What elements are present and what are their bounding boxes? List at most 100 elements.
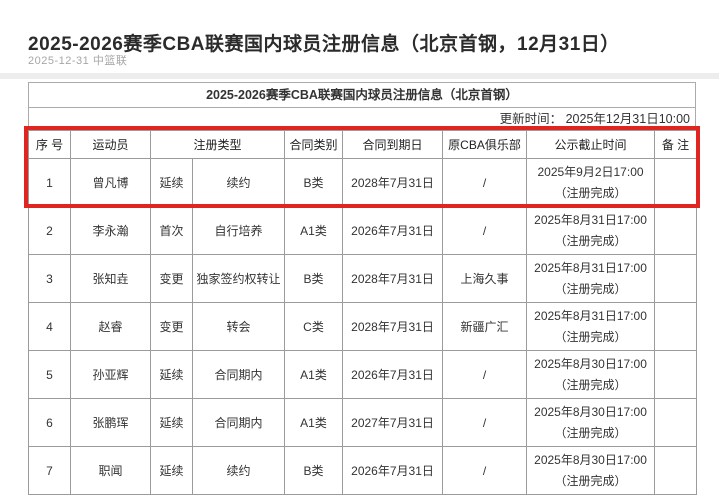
cell-player: 曾凡博: [70, 158, 151, 207]
cell-remark: [654, 206, 698, 255]
header-contract-end: 合同到期日: [342, 130, 444, 159]
cell-no: 6: [28, 398, 71, 447]
cell-reg-type: 自行培养: [191, 206, 286, 255]
cell-no: 5: [28, 350, 71, 399]
publicity-date: 2025年8月30日17:00: [534, 452, 647, 467]
cell-player: 李永瀚: [70, 206, 151, 255]
cell-former-club: /: [442, 350, 528, 399]
cell-contract-end: 2026年7月31日: [342, 206, 444, 255]
cell-reg-mode: 延续: [150, 158, 193, 207]
cell-contract-class: B类: [284, 446, 344, 495]
publicity-date: 2025年8月30日17:00: [534, 356, 647, 371]
article-meta: 2025-12-31 中篮联: [28, 55, 128, 67]
cell-contract-end: 2028年7月31日: [342, 254, 444, 303]
cell-contract-class: A1类: [284, 350, 344, 399]
cell-remark: [654, 398, 698, 447]
publicity-status: （注册完成）: [554, 329, 627, 344]
cell-publicity: 2025年8月30日17:00 （注册完成）: [526, 398, 656, 447]
players-table: 序 号 运动员 注册类型 合同类别 合同到期日 原CBA俱乐部 公示截止时间 备…: [28, 130, 698, 495]
table-row: 3 张知垚 变更 独家签约权转让 B类 2028年7月31日 上海久事 2025…: [28, 254, 698, 303]
cell-reg-mode: 延续: [150, 398, 193, 447]
cell-remark: [654, 158, 698, 207]
cell-no: 4: [28, 302, 71, 351]
publicity-status: （注册完成）: [554, 473, 627, 488]
cell-contract-class: A1类: [284, 206, 344, 255]
cell-remark: [654, 254, 698, 303]
cell-contract-class: B类: [284, 254, 344, 303]
table-row: 4 赵睿 变更 转会 C类 2028年7月31日 新疆广汇 2025年8月31日…: [28, 302, 698, 351]
header-contract-class: 合同类别: [284, 130, 344, 159]
page-title: 2025-2026赛季CBA联赛国内球员注册信息（北京首钢，12月31日）: [28, 33, 620, 55]
cell-no: 7: [28, 446, 71, 495]
cell-no: 2: [28, 206, 71, 255]
publicity-status: （注册完成）: [554, 377, 627, 392]
cell-publicity: 2025年8月31日17:00 （注册完成）: [526, 254, 656, 303]
cell-remark: [654, 302, 698, 351]
header-player: 运动员: [70, 130, 151, 159]
header-remark: 备 注: [654, 130, 698, 159]
cell-publicity: 2025年8月30日17:00 （注册完成）: [526, 350, 656, 399]
header-former-club: 原CBA俱乐部: [442, 130, 528, 159]
cell-reg-mode: 变更: [150, 254, 193, 303]
table-row: 2 李永瀚 首次 自行培养 A1类 2026年7月31日 / 2025年8月31…: [28, 206, 698, 255]
cell-reg-mode: 延续: [150, 446, 193, 495]
cell-player: 孙亚辉: [70, 350, 151, 399]
cell-former-club: /: [442, 206, 528, 255]
cell-former-club: 上海久事: [442, 254, 528, 303]
cell-player: 张鹏珲: [70, 398, 151, 447]
cell-former-club: 新疆广汇: [442, 302, 528, 351]
cell-no: 1: [28, 158, 71, 207]
cell-reg-type: 续约: [191, 446, 286, 495]
publicity-status: （注册完成）: [554, 425, 627, 440]
cell-player: 张知垚: [70, 254, 151, 303]
cell-contract-end: 2028年7月31日: [342, 158, 444, 207]
cell-contract-end: 2026年7月31日: [342, 350, 444, 399]
publicity-status: （注册完成）: [554, 185, 627, 200]
header-no: 序 号: [28, 130, 71, 159]
cell-reg-type: 续约: [191, 158, 286, 207]
publicity-date: 2025年8月31日17:00: [534, 212, 647, 227]
cell-publicity: 2025年9月2日17:00 （注册完成）: [526, 158, 656, 207]
table-header-row: 序 号 运动员 注册类型 合同类别 合同到期日 原CBA俱乐部 公示截止时间 备…: [28, 130, 698, 159]
cell-player: 赵睿: [70, 302, 151, 351]
cell-remark: [654, 446, 698, 495]
publicity-status: （注册完成）: [554, 281, 627, 296]
header-publicity-deadline: 公示截止时间: [526, 130, 656, 159]
table-row: 6 张鹏珲 延续 合同期内 A1类 2027年7月31日 / 2025年8月30…: [28, 398, 698, 447]
cell-publicity: 2025年8月31日17:00 （注册完成）: [526, 206, 656, 255]
cell-reg-mode: 首次: [150, 206, 193, 255]
registration-table: 2025-2026赛季CBA联赛国内球员注册信息（北京首钢） 更新时间： 202…: [24, 82, 700, 495]
cell-no: 3: [28, 254, 71, 303]
cell-contract-end: 2028年7月31日: [342, 302, 444, 351]
table-row: 1 曾凡博 延续 续约 B类 2028年7月31日 / 2025年9月2日17:…: [28, 158, 698, 207]
update-time-label: 更新时间：: [499, 112, 563, 126]
cell-reg-type: 合同期内: [191, 398, 286, 447]
update-time: 更新时间： 2025年12月31日10:00: [28, 108, 696, 131]
cell-former-club: /: [442, 158, 528, 207]
cell-player: 职闻: [70, 446, 151, 495]
cell-contract-class: B类: [284, 158, 344, 207]
cell-contract-class: C类: [284, 302, 344, 351]
table-row: 5 孙亚辉 延续 合同期内 A1类 2026年7月31日 / 2025年8月30…: [28, 350, 698, 399]
publicity-date: 2025年8月31日17:00: [534, 308, 647, 323]
cell-reg-type: 转会: [191, 302, 286, 351]
cell-reg-mode: 延续: [150, 350, 193, 399]
publicity-status: （注册完成）: [554, 233, 627, 248]
cell-former-club: /: [442, 398, 528, 447]
publicity-date: 2025年8月30日17:00: [534, 404, 647, 419]
header-reg-type: 注册类型: [149, 130, 286, 159]
cell-former-club: /: [442, 446, 528, 495]
cell-contract-class: A1类: [284, 398, 344, 447]
cell-reg-type: 独家签约权转让: [191, 254, 286, 303]
update-time-value: 2025年12月31日10:00: [565, 112, 690, 126]
cell-contract-end: 2027年7月31日: [342, 398, 444, 447]
cell-remark: [654, 350, 698, 399]
cell-contract-end: 2026年7月31日: [342, 446, 444, 495]
table-row: 7 职闻 延续 续约 B类 2026年7月31日 / 2025年8月30日17:…: [28, 446, 698, 495]
publicity-date: 2025年9月2日17:00: [537, 164, 644, 179]
publicity-date: 2025年8月31日17:00: [534, 260, 647, 275]
cell-reg-mode: 变更: [150, 302, 193, 351]
cell-publicity: 2025年8月30日17:00 （注册完成）: [526, 446, 656, 495]
cell-publicity: 2025年8月31日17:00 （注册完成）: [526, 302, 656, 351]
cell-reg-type: 合同期内: [191, 350, 286, 399]
